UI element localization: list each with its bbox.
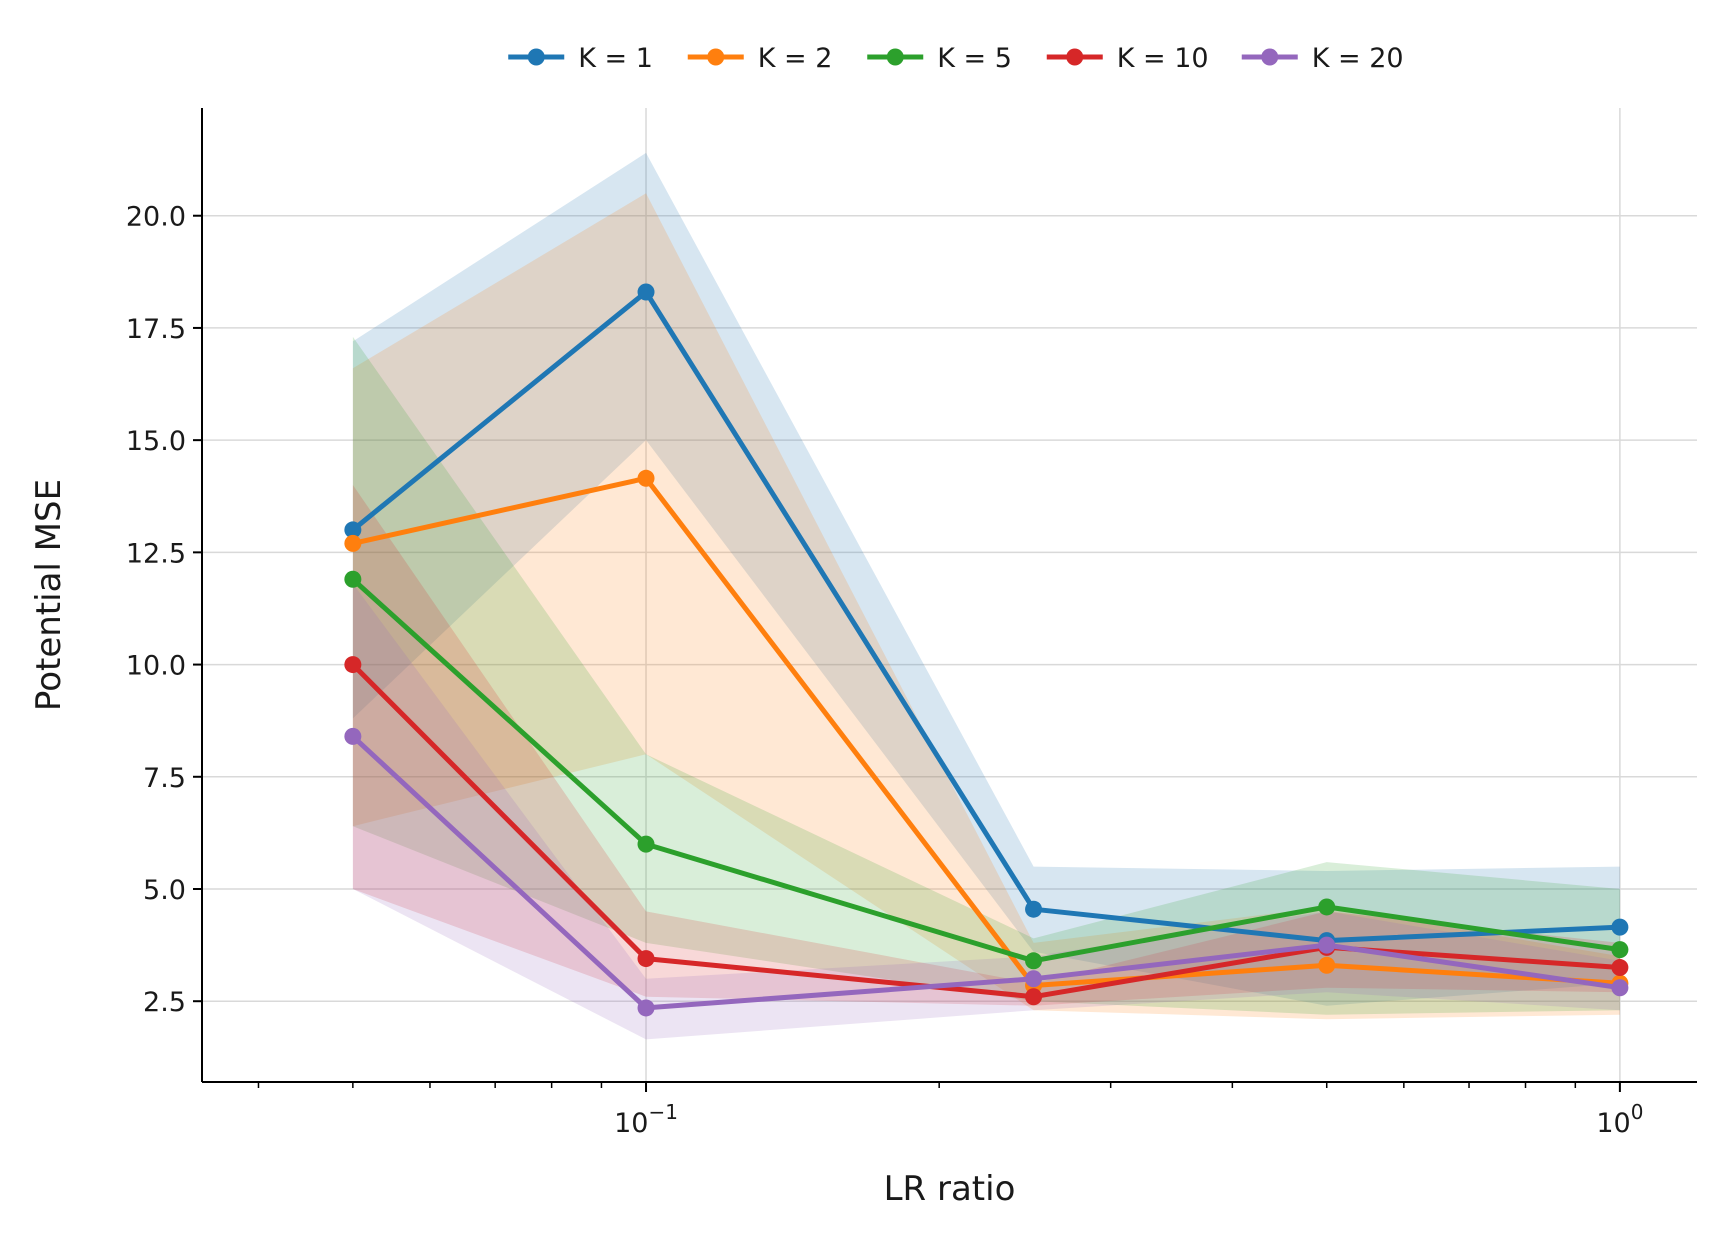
confidence-band: [352, 152, 1620, 1006]
legend-item: K = 5: [867, 43, 1012, 74]
y-axis-label: Potential MSE: [29, 479, 69, 711]
data-point: [344, 570, 362, 588]
data-point: [1025, 970, 1043, 988]
legend-label: K = 10: [1117, 43, 1209, 74]
data-point: [344, 534, 362, 552]
data-point: [1611, 941, 1629, 959]
series-lines: [344, 283, 1629, 1017]
y-tick-label: 5.0: [143, 875, 186, 906]
confidence-band: [352, 336, 1620, 1015]
x-tick-label: 100: [1596, 1100, 1643, 1139]
data-point: [637, 283, 655, 301]
legend-marker: [886, 48, 904, 66]
legend-item: K = 1: [508, 43, 653, 74]
y-tick-label: 12.5: [126, 538, 186, 569]
data-point: [637, 999, 655, 1017]
legend-marker: [527, 48, 545, 66]
data-point: [637, 469, 655, 487]
confidence-band: [352, 583, 1620, 1040]
data-point: [1611, 959, 1629, 977]
confidence-band: [352, 193, 1620, 1020]
data-point: [1611, 979, 1629, 997]
legend-marker: [1261, 48, 1279, 66]
axes: [201, 108, 1697, 1083]
x-axis-label: LR ratio: [884, 1169, 1016, 1209]
data-point: [637, 950, 655, 968]
data-point: [1025, 900, 1043, 918]
confidence-band: [352, 485, 1620, 1006]
data-point: [1025, 952, 1043, 970]
data-point: [637, 835, 655, 853]
data-point: [1318, 956, 1336, 974]
y-tick-label: 20.0: [126, 202, 186, 233]
y-tick-label: 7.5: [143, 763, 186, 794]
y-tick-label: 10.0: [126, 651, 186, 682]
y-tick-label: 2.5: [143, 987, 186, 1018]
legend-label: K = 20: [1312, 43, 1404, 74]
legend-label: K = 5: [937, 43, 1012, 74]
data-point: [1611, 918, 1629, 936]
legend-marker: [707, 48, 725, 66]
data-point: [344, 656, 362, 674]
legend-label: K = 2: [758, 43, 833, 74]
confidence-bands: [352, 152, 1620, 1040]
x-tick-label: 10−1: [614, 1100, 678, 1139]
legend-marker: [1066, 48, 1084, 66]
legend-item: K = 20: [1241, 43, 1404, 74]
data-point: [344, 521, 362, 539]
y-tick-label: 15.0: [126, 426, 186, 457]
ticks: 2.5 5.0 7.5 10.0 12.5 15.0 17.5 20.0 10−1 100: [126, 202, 1644, 1139]
data-point: [1318, 936, 1336, 954]
legend: K = 1 K = 2 K = 5 K = 10 K = 20: [508, 43, 1404, 74]
legend-item: K = 2: [687, 43, 833, 74]
data-point: [1318, 898, 1336, 916]
data-point: [1025, 988, 1043, 1006]
data-point: [344, 727, 362, 745]
legend-item: K = 10: [1046, 43, 1209, 74]
y-tick-label: 17.5: [126, 314, 186, 345]
legend-label: K = 1: [578, 43, 653, 74]
